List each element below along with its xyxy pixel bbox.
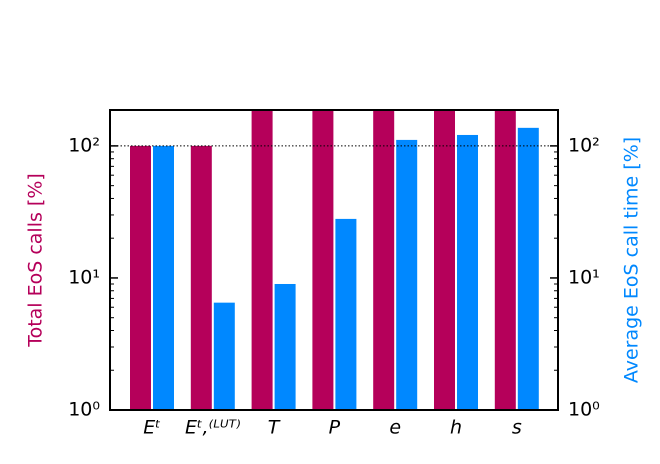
- bar: [251, 110, 273, 410]
- bar: [190, 145, 212, 410]
- bar: [335, 218, 357, 410]
- bar: [130, 145, 151, 410]
- bar: [312, 110, 334, 410]
- bar: [457, 134, 478, 410]
- y-tick-label: 10¹: [68, 266, 100, 288]
- x-tick-label: P: [329, 417, 341, 439]
- bar: [274, 283, 296, 410]
- bar: [396, 139, 418, 410]
- y2-tick-label: 10²: [568, 134, 600, 156]
- bar: [213, 302, 235, 410]
- y-tick-label: 10⁰: [68, 399, 100, 421]
- bar: [153, 145, 174, 410]
- y2-tick-label: 10¹: [568, 266, 600, 288]
- y-tick-label: 10²: [68, 134, 100, 156]
- plot-frame: [109, 109, 559, 411]
- bar: [373, 110, 395, 410]
- x-tick-label: Eᵗ,⁽ᴸᵁᵀ⁾: [185, 417, 241, 439]
- y2-tick-label: 10⁰: [568, 399, 600, 421]
- x-tick-label: h: [450, 417, 462, 439]
- bar: [434, 110, 455, 410]
- x-tick-label: Eᵗ: [143, 417, 161, 439]
- x-tick-label: T: [268, 417, 281, 439]
- y-axis-label: Total EoS calls [%]: [25, 173, 47, 348]
- x-tick-label: s: [512, 417, 522, 439]
- y2-axis-label: Average EoS call time [%]: [621, 137, 643, 383]
- bar: [517, 127, 539, 411]
- x-tick-label: e: [389, 417, 401, 439]
- bar: [494, 110, 516, 410]
